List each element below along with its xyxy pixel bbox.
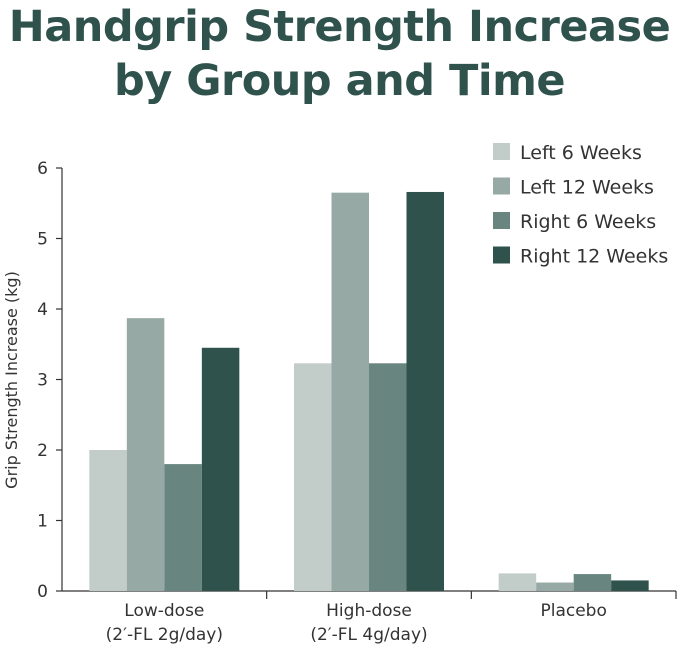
x-category-label: Low-dose [124, 601, 204, 621]
bars [89, 191, 649, 592]
chart-title: Handgrip Strength Increase by Group and … [0, 0, 679, 108]
bar [89, 450, 127, 591]
bar [164, 464, 202, 591]
y-tick-label: 0 [37, 582, 48, 602]
bar [369, 363, 407, 591]
x-category-label-line-2: (2′-FL 4g/day) [310, 625, 427, 645]
bar [406, 191, 444, 591]
bar [294, 363, 332, 591]
legend-label: Right 12 Weeks [520, 246, 668, 268]
bar [536, 582, 574, 591]
bar [573, 574, 612, 591]
x-category-label: High-dose [326, 601, 412, 621]
legend-swatch [493, 212, 510, 229]
legend-swatch [493, 143, 510, 160]
x-category-label: Placebo [540, 601, 606, 621]
bar [498, 573, 537, 591]
y-tick-label: 3 [37, 371, 48, 391]
y-tick-label: 5 [37, 230, 48, 250]
legend-label: Left 12 Weeks [520, 177, 654, 199]
legend-label: Right 6 Weeks [520, 211, 656, 233]
y-tick-label: 6 [37, 159, 48, 179]
y-tick-label: 4 [37, 300, 48, 320]
bar [201, 347, 240, 591]
bar [611, 580, 649, 591]
legend: Left 6 Weeks Left 12 Weeks Right 6 Weeks Ri… [493, 142, 668, 268]
legend-swatch [493, 246, 510, 264]
bar [126, 318, 165, 591]
y-tick-label: 1 [37, 512, 48, 532]
bar [331, 192, 369, 592]
chart-title-line-1: Handgrip Strength Increase [8, 2, 671, 52]
x-category-label-line-2: (2′-FL 2g/day) [106, 625, 223, 645]
y-axis-label: Grip Strength Increase (kg) [2, 271, 21, 489]
legend-label: Left 6 Weeks [520, 142, 642, 164]
axes: 0 1 2 3 4 5 6 Low-dose (2′-FL 2g/day) High-dose (2… [37, 159, 677, 645]
legend-swatch [493, 177, 510, 195]
y-tick-label: 2 [37, 441, 48, 461]
chart-title-line-2: by Group and Time [113, 56, 566, 106]
